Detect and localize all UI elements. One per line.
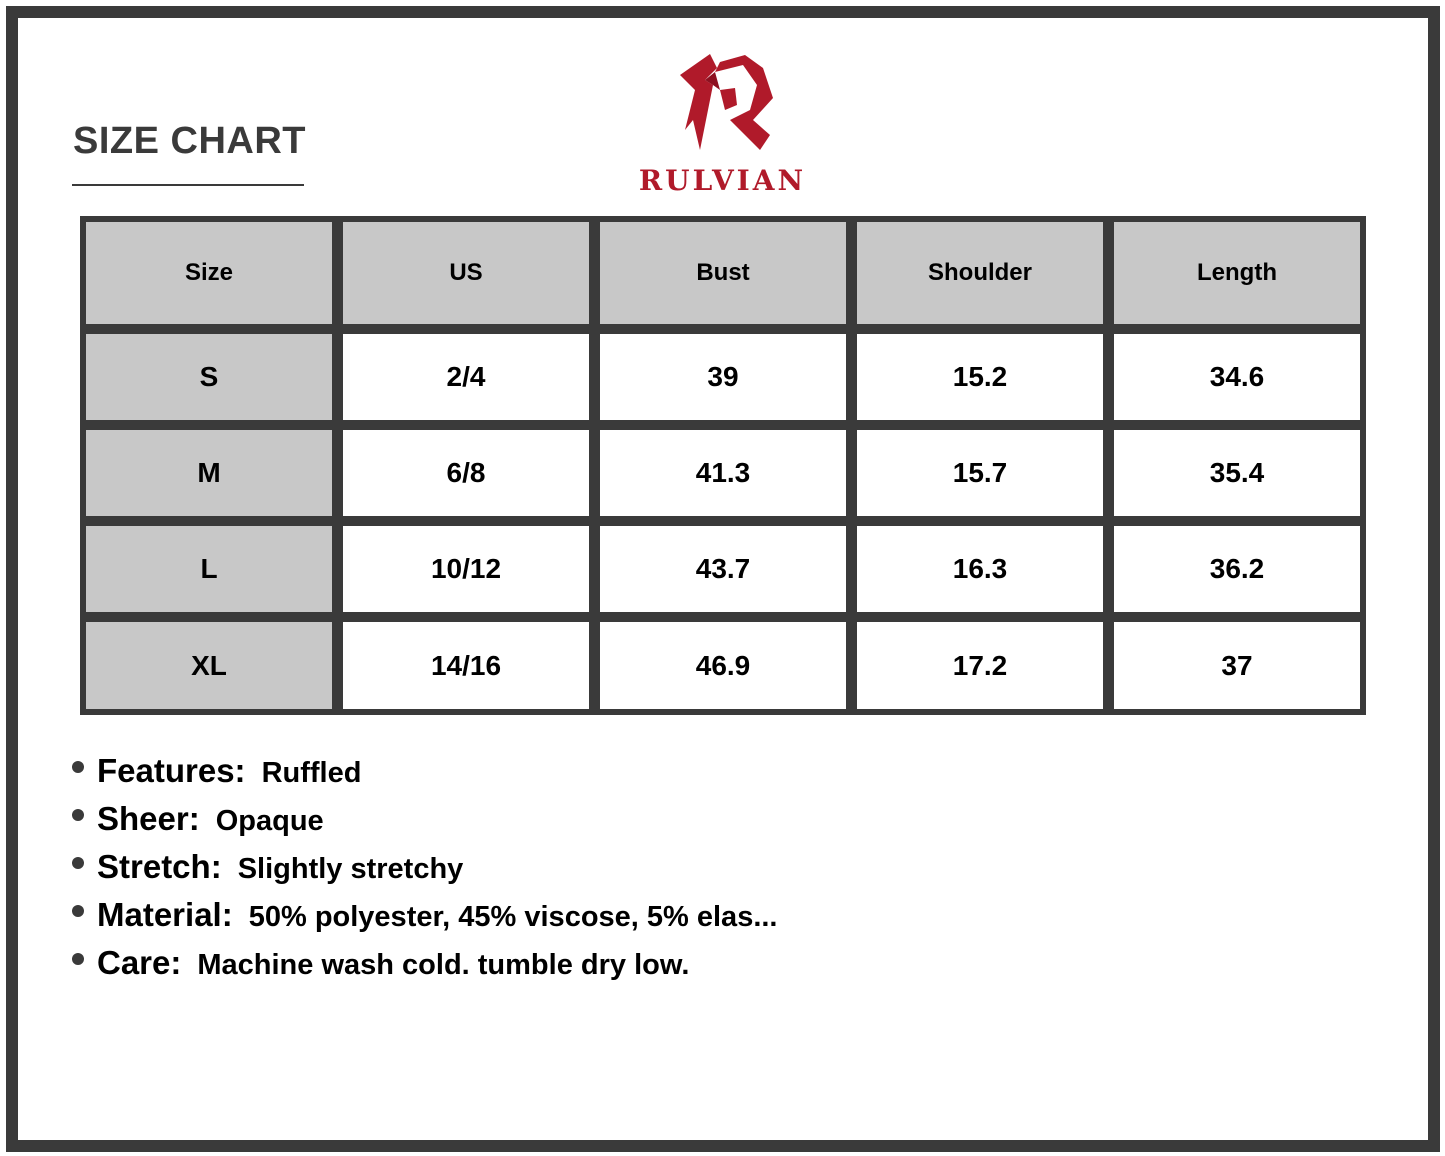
brand-logo: RULVIAN xyxy=(620,50,825,200)
brand-name: RULVIAN xyxy=(638,164,807,197)
cell-length: 35.4 xyxy=(1114,430,1360,516)
header-length: Length xyxy=(1114,222,1360,324)
feature-label: Care: xyxy=(97,944,182,981)
cell-length: 36.2 xyxy=(1114,526,1360,612)
title-underline xyxy=(72,184,304,186)
cell-us: 10/12 xyxy=(343,526,589,612)
bullet-icon xyxy=(72,953,84,965)
cell-size: M xyxy=(86,430,332,516)
header-size: Size xyxy=(86,222,332,324)
feature-item: Material: 50% polyester, 45% viscose, 5%… xyxy=(72,896,778,944)
cell-bust: 46.9 xyxy=(600,622,846,709)
cell-bust: 43.7 xyxy=(600,526,846,612)
cell-size: XL xyxy=(86,622,332,709)
bullet-icon xyxy=(72,761,84,773)
page-title: SIZE CHART xyxy=(73,120,306,162)
header-us: US xyxy=(343,222,589,324)
feature-label: Stretch: xyxy=(97,848,222,885)
bullet-icon xyxy=(72,857,84,869)
cell-length: 34.6 xyxy=(1114,334,1360,420)
cell-size: L xyxy=(86,526,332,612)
feature-item: Care: Machine wash cold. tumble dry low. xyxy=(72,944,778,992)
feature-item: Stretch: Slightly stretchy xyxy=(72,848,778,896)
cell-shoulder: 17.2 xyxy=(857,622,1103,709)
bullet-icon xyxy=(72,809,84,821)
feature-list: Features: Ruffled Sheer: Opaque Stretch:… xyxy=(72,752,778,992)
feature-value: 50% polyester, 45% viscose, 5% elas... xyxy=(248,901,778,933)
cell-us: 6/8 xyxy=(343,430,589,516)
cell-us: 14/16 xyxy=(343,622,589,709)
feature-item: Features: Ruffled xyxy=(72,752,778,800)
feature-label: Material: xyxy=(97,896,233,933)
cell-bust: 41.3 xyxy=(600,430,846,516)
feature-item: Sheer: Opaque xyxy=(72,800,778,848)
cell-size: S xyxy=(86,334,332,420)
cell-shoulder: 16.3 xyxy=(857,526,1103,612)
cell-shoulder: 15.2 xyxy=(857,334,1103,420)
header-shoulder: Shoulder xyxy=(857,222,1103,324)
r-logo-icon xyxy=(680,54,773,150)
cell-bust: 39 xyxy=(600,334,846,420)
feature-label: Sheer: xyxy=(97,800,200,837)
bullet-icon xyxy=(72,905,84,917)
cell-shoulder: 15.7 xyxy=(857,430,1103,516)
size-table: Size US Bust Shoulder Length S 2/4 39 15… xyxy=(80,216,1366,715)
feature-label: Features: xyxy=(97,752,246,789)
feature-value: Slightly stretchy xyxy=(237,853,464,885)
feature-value: Ruffled xyxy=(261,757,362,789)
cell-us: 2/4 xyxy=(343,334,589,420)
feature-value: Opaque xyxy=(215,805,324,837)
feature-value: Machine wash cold. tumble dry low. xyxy=(197,949,690,981)
header-bust: Bust xyxy=(600,222,846,324)
cell-length: 37 xyxy=(1114,622,1360,709)
